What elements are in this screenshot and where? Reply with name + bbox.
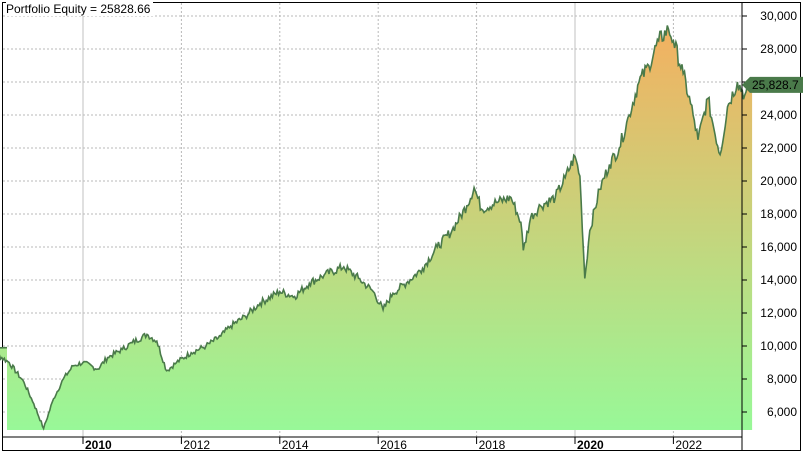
x-tick-label: 2014 xyxy=(282,438,309,452)
x-tick-label: 2018 xyxy=(479,438,506,452)
last-value-marker: 25,828.7 xyxy=(742,76,803,93)
y-tick-label: 8,000 xyxy=(767,372,797,386)
chart-title: Portfolio Equity = 25828.66 xyxy=(6,2,154,16)
y-tick-label: 20,000 xyxy=(760,174,797,188)
chart-frame xyxy=(2,2,801,451)
y-axis: 6,000 8,000 10,000 12,000 14,000 16,000 18,000… xyxy=(742,9,797,419)
y-tick-label: 6,000 xyxy=(767,405,797,419)
y-tick-label: 30,000 xyxy=(760,9,797,23)
x-tick-label: 2012 xyxy=(183,438,210,452)
y-tick-label: 12,000 xyxy=(760,306,797,320)
equity-line xyxy=(0,25,753,431)
x-axis: 2010 2012 2014 2016 2018 2020 2022 xyxy=(82,437,702,452)
y-tick-label: 22,000 xyxy=(760,141,797,155)
x-tick-label: 2016 xyxy=(380,438,407,452)
y-tick-label: 10,000 xyxy=(760,339,797,353)
y-tick-label: 14,000 xyxy=(760,273,797,287)
x-tick-label: 2022 xyxy=(675,438,702,452)
y-tick-label: 18,000 xyxy=(760,207,797,221)
last-value-tag xyxy=(742,76,803,93)
y-tick-label: 24,000 xyxy=(760,108,797,122)
x-tick-label: 2020 xyxy=(577,438,604,452)
last-value-label: 25,828.7 xyxy=(752,78,799,92)
equity-area xyxy=(0,25,753,430)
x-tick-label: 2010 xyxy=(85,438,112,452)
y-tick-label: 28,000 xyxy=(760,42,797,56)
y-tick-label: 16,000 xyxy=(760,240,797,254)
